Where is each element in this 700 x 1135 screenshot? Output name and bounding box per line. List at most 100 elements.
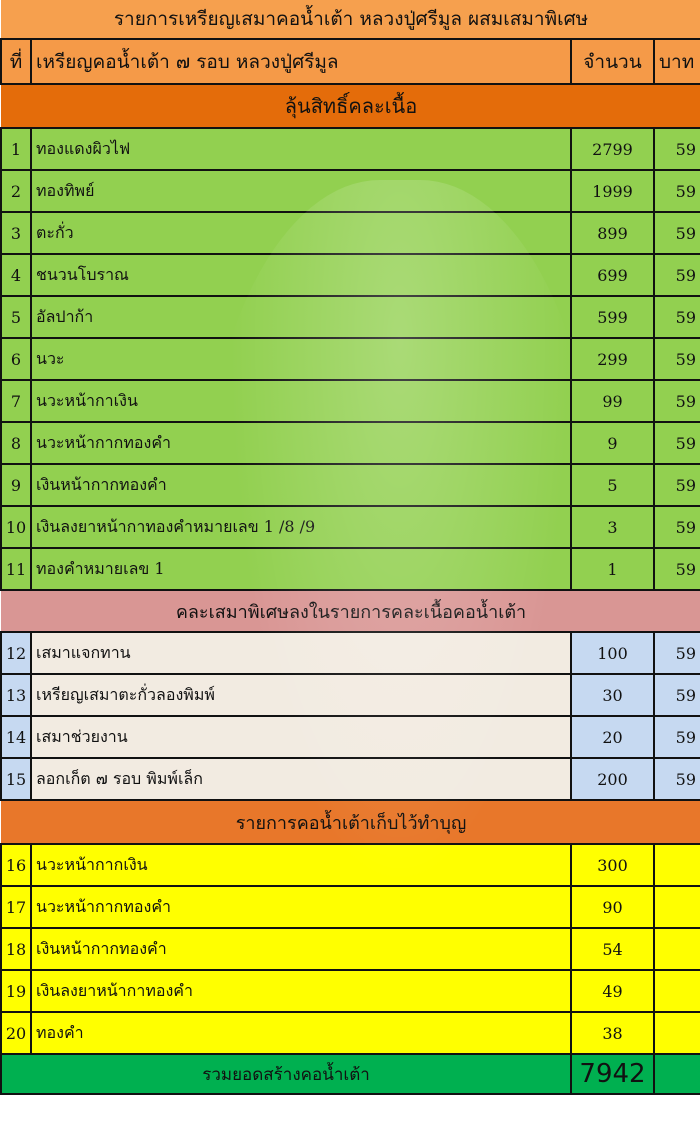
item-name: เสมาช่วยงาน [30, 715, 572, 759]
row-number: 20 [0, 1011, 32, 1055]
item-qty: 38 [570, 1011, 655, 1055]
item-qty: 99 [570, 379, 655, 423]
item-price: 59 [652, 463, 700, 507]
item-name: ชนวนโบราณ [30, 253, 572, 297]
table-row: 12 เสมาแจกทาน 100 59 [0, 631, 700, 675]
item-price: 59 [652, 505, 700, 549]
row-number: 3 [0, 211, 32, 255]
table-row: 14 เสมาช่วยงาน 20 59 [0, 715, 700, 759]
row-number: 7 [0, 379, 32, 423]
item-price [652, 843, 700, 887]
medal-list-table: รายการเหรียญเสมาคอน้ำเต้า หลวงปู่ศรีมูล … [0, 0, 700, 1095]
row-number: 6 [0, 337, 32, 381]
table-row: 13 เหรียญเสมาตะกั่วลองพิมพ์ 30 59 [0, 673, 700, 717]
total-row: รวมยอดสร้างคอน้ำเต้า 7942 [0, 1053, 700, 1095]
item-price: 59 [652, 673, 700, 717]
row-number: 5 [0, 295, 32, 339]
total-qty: 7942 [570, 1053, 655, 1095]
item-name: ทองแดงผิวไฟ [30, 127, 572, 171]
item-qty: 100 [570, 631, 655, 675]
item-price: 59 [652, 715, 700, 759]
row-number: 19 [0, 969, 32, 1013]
table-title: รายการเหรียญเสมาคอน้ำเต้า หลวงปู่ศรีมูล … [1, 0, 700, 40]
table-row: 20 ทองคำ 38 [0, 1011, 700, 1055]
item-name: เงินหน้ากากทองคำ [30, 927, 572, 971]
header-index: ที่ [0, 38, 32, 85]
table-row: 8 นวะหน้ากากทองคำ 9 59 [0, 421, 700, 465]
table-row: 16 นวะหน้ากากเงิน 300 [0, 843, 700, 887]
item-name: เงินหน้ากากทองคำ [30, 463, 572, 507]
item-qty: 899 [570, 211, 655, 255]
item-name: นวะหน้ากากเงิน [30, 843, 572, 887]
item-qty: 599 [570, 295, 655, 339]
item-name: เงินลงยาหน้ากาทองคำหมายเลข 1 /8 /9 [30, 505, 572, 549]
header-qty: จำนวน [570, 38, 655, 85]
item-price: 59 [652, 631, 700, 675]
item-name: นวะหน้ากากทองคำ [30, 421, 572, 465]
table-row: 5 อัลปาก้า 599 59 [0, 295, 700, 339]
item-qty: 90 [570, 885, 655, 929]
item-price [652, 1011, 700, 1055]
table-row: 7 นวะหน้ากาเงิน 99 59 [0, 379, 700, 423]
item-qty: 200 [570, 757, 655, 801]
item-qty: 49 [570, 969, 655, 1013]
row-number: 12 [0, 631, 32, 675]
item-name: เงินลงยาหน้ากาทองคำ [30, 969, 572, 1013]
table-title-row: รายการเหรียญเสมาคอน้ำเต้า หลวงปู่ศรีมูล … [1, 0, 700, 40]
item-name: ทองคำ [30, 1011, 572, 1055]
item-name: นวะ [30, 337, 572, 381]
item-qty: 20 [570, 715, 655, 759]
item-price [652, 969, 700, 1013]
item-qty: 3 [570, 505, 655, 549]
row-number: 4 [0, 253, 32, 297]
item-price: 59 [652, 547, 700, 591]
table-row: 2 ทองทิพย์ 1999 59 [0, 169, 700, 213]
table-row: 15 ลอกเก็ต ๗ รอบ พิมพ์เล็ก 200 59 [0, 757, 700, 801]
row-number: 9 [0, 463, 32, 507]
item-name: เสมาแจกทาน [30, 631, 572, 675]
item-price [652, 927, 700, 971]
total-label: รวมยอดสร้างคอน้ำเต้า [0, 1053, 572, 1095]
item-qty: 300 [570, 843, 655, 887]
item-price: 59 [652, 295, 700, 339]
item-qty: 299 [570, 337, 655, 381]
item-qty: 54 [570, 927, 655, 971]
header-name: เหรียญคอน้ำเต้า ๗ รอบ หลวงปู่ศรีมูล [30, 38, 572, 85]
item-name: ทองทิพย์ [30, 169, 572, 213]
table-row: 4 ชนวนโบราณ 699 59 [0, 253, 700, 297]
row-number: 16 [0, 843, 32, 887]
table-row: 3 ตะกั่ว 899 59 [0, 211, 700, 255]
table-row: 18 เงินหน้ากากทองคำ 54 [0, 927, 700, 971]
row-number: 11 [0, 547, 32, 591]
header-baht: บาท [652, 38, 700, 85]
row-number: 15 [0, 757, 32, 801]
section-header-row: รายการคอน้ำเต้าเก็บไว้ทำบุญ [1, 799, 700, 845]
item-price: 59 [652, 337, 700, 381]
row-number: 10 [0, 505, 32, 549]
item-name: นวะหน้ากากทองคำ [30, 885, 572, 929]
section-header-row: คละเสมาพิเศษลงในรายการคละเนื้อคอน้ำเต้า [1, 589, 700, 633]
header-row: ที่ เหรียญคอน้ำเต้า ๗ รอบ หลวงปู่ศรีมูล … [0, 38, 700, 85]
row-number: 17 [0, 885, 32, 929]
item-name: อัลปาก้า [30, 295, 572, 339]
section-title: คละเสมาพิเศษลงในรายการคละเนื้อคอน้ำเต้า [1, 589, 700, 633]
row-number: 14 [0, 715, 32, 759]
item-price: 59 [652, 211, 700, 255]
item-name: ทองคำหมายเลข 1 [30, 547, 572, 591]
item-qty: 5 [570, 463, 655, 507]
table-row: 19 เงินลงยาหน้ากาทองคำ 49 [0, 969, 700, 1013]
item-price: 59 [652, 253, 700, 297]
section-title: ลุ้นสิทธิ์คละเนื้อ [1, 83, 700, 129]
row-number: 2 [0, 169, 32, 213]
section-header-row: ลุ้นสิทธิ์คละเนื้อ [1, 83, 700, 129]
table-row: 10 เงินลงยาหน้ากาทองคำหมายเลข 1 /8 /9 3 59 [0, 505, 700, 549]
item-qty: 30 [570, 673, 655, 717]
item-price: 59 [652, 169, 700, 213]
row-number: 18 [0, 927, 32, 971]
item-name: นวะหน้ากาเงิน [30, 379, 572, 423]
item-qty: 699 [570, 253, 655, 297]
row-number: 13 [0, 673, 32, 717]
item-name: เหรียญเสมาตะกั่วลองพิมพ์ [30, 673, 572, 717]
section-title: รายการคอน้ำเต้าเก็บไว้ทำบุญ [1, 799, 700, 845]
item-price: 59 [652, 379, 700, 423]
